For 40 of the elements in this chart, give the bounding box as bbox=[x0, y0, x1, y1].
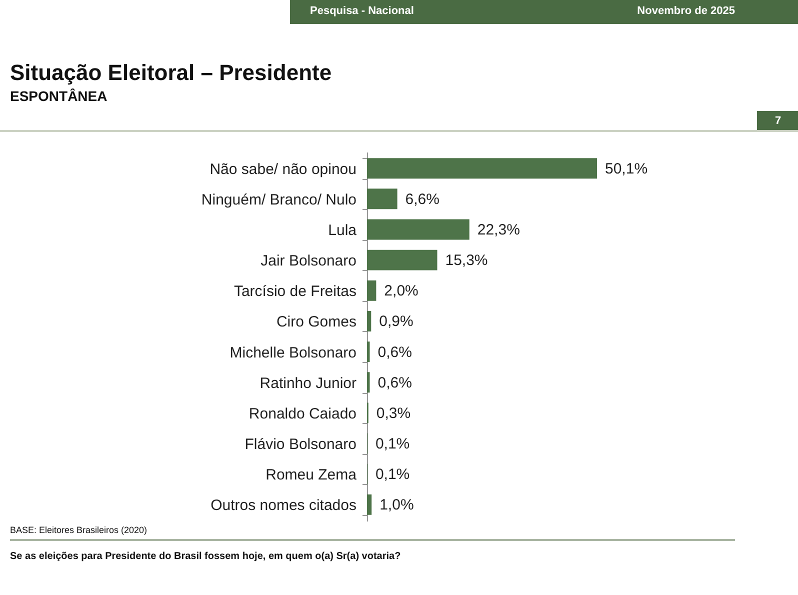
bar bbox=[367, 280, 376, 301]
bar bbox=[367, 494, 372, 515]
bar bbox=[367, 372, 370, 393]
text: Novembro de 2025 bbox=[637, 5, 735, 17]
y-tick-label: Flávio Bolsonaro bbox=[244, 436, 356, 453]
y-tick-label: Ratinho Junior bbox=[260, 374, 356, 392]
data-label: 15,3% bbox=[445, 252, 488, 270]
bar bbox=[367, 219, 470, 240]
bar bbox=[367, 250, 438, 270]
y-tick-label: Ciro Gomes bbox=[276, 314, 356, 331]
text: 7 bbox=[774, 115, 782, 127]
text: Se as eleições para Presidente do Brasil fossem hoje, em quem o(a) Sr(a) votaria? bbox=[10, 551, 401, 562]
data-label: 0,6% bbox=[378, 374, 412, 392]
y-tick-label: Tarcísio de Freitas bbox=[234, 283, 356, 300]
bar bbox=[367, 310, 372, 332]
bar bbox=[367, 342, 370, 362]
data-label: 0,1% bbox=[375, 466, 410, 484]
y-tick-label: Michelle Bolsonaro bbox=[230, 344, 356, 362]
data-label: 6,6% bbox=[405, 190, 440, 208]
y-tick-label: Jair Bolsonaro bbox=[260, 252, 356, 270]
data-label: 0,1% bbox=[375, 436, 410, 452]
y-tick-label: Ninguém/ Branco/ Nulo bbox=[201, 191, 356, 208]
data-label: 0,6% bbox=[378, 344, 412, 361]
text: BASE: Eleitores Brasileiros (2020) bbox=[10, 525, 148, 535]
data-label: 2,0% bbox=[384, 282, 418, 300]
data-label: 0,3% bbox=[376, 404, 411, 422]
data-label: 0,9% bbox=[379, 313, 414, 330]
data-label: 22,3% bbox=[477, 222, 520, 238]
bar bbox=[367, 188, 398, 210]
data-label: 50,1% bbox=[605, 160, 648, 178]
y-tick-label: Outros nomes citados bbox=[210, 497, 356, 514]
bar bbox=[367, 158, 597, 179]
text: Pesquisa - Nacional bbox=[310, 5, 414, 17]
data-label: 1,0% bbox=[380, 496, 414, 514]
y-tick-label: Ronaldo Caiado bbox=[248, 405, 356, 422]
y-tick-label: Não sabe/ não opinou bbox=[210, 160, 356, 178]
text: Situação Eleitoral – Presidente bbox=[10, 60, 332, 85]
y-tick-label: Romeu Zema bbox=[266, 466, 358, 484]
y-tick-label: Lula bbox=[328, 222, 358, 239]
text: ESPONTÂNEA bbox=[10, 88, 108, 104]
